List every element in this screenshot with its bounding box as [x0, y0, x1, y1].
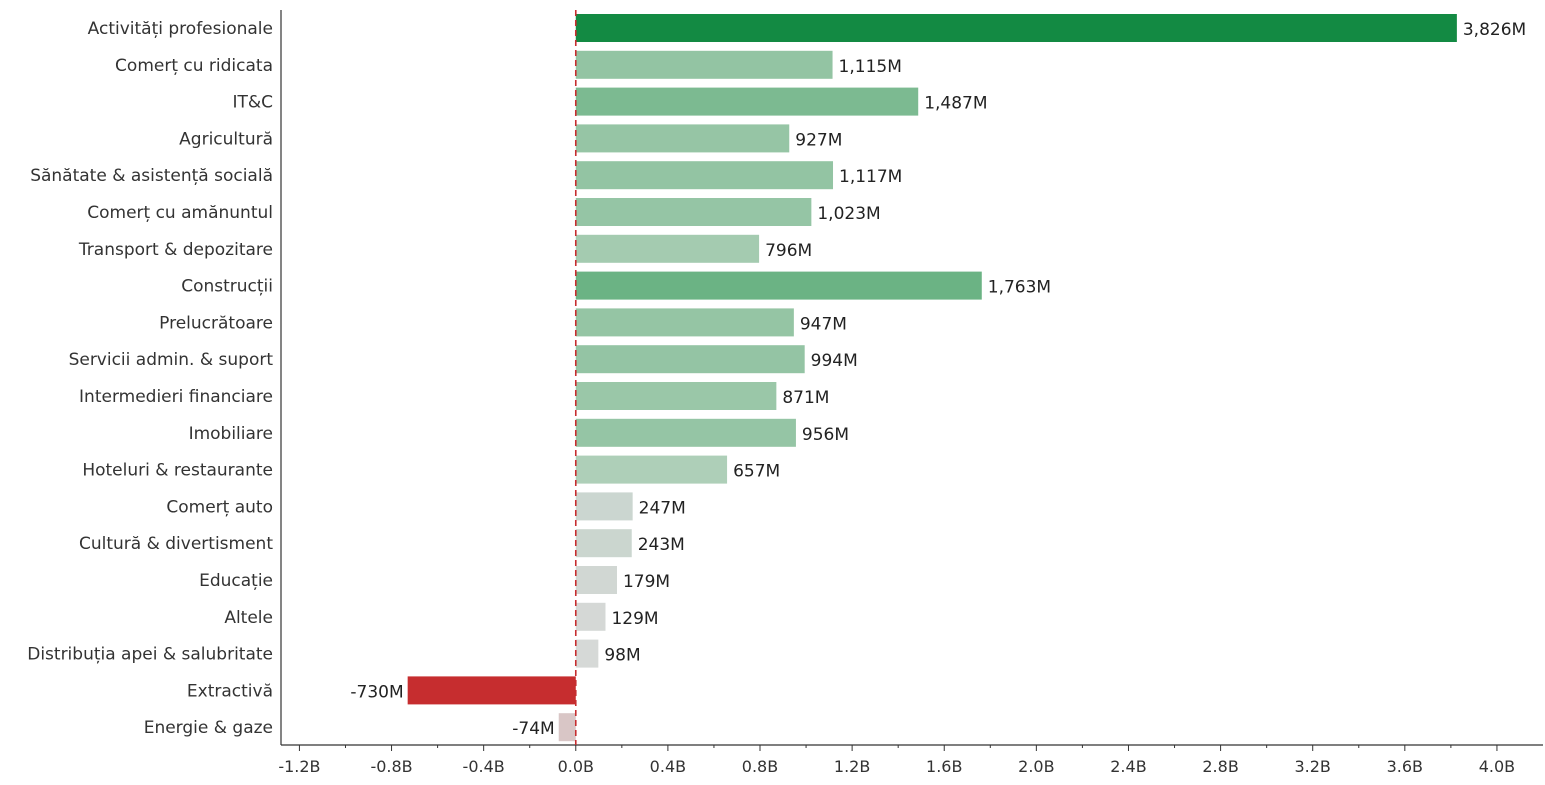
value-label: 947M — [800, 314, 847, 334]
category-label: Cultură & divertisment — [79, 534, 273, 554]
category-label: Energie & gaze — [144, 718, 273, 738]
x-tick-label: 0.4B — [650, 757, 686, 776]
bar — [575, 529, 632, 558]
x-tick-label: 1.2B — [834, 757, 870, 776]
category-label: Comerț auto — [166, 497, 273, 517]
value-label: 927M — [795, 130, 842, 150]
bar — [575, 382, 777, 410]
category-label: Comerț cu ridicata — [115, 56, 273, 76]
category-label: Extractivă — [187, 681, 273, 701]
bar — [575, 198, 812, 226]
value-label: 3,826M — [1463, 20, 1526, 40]
value-label: 956M — [802, 425, 849, 445]
bar — [575, 124, 790, 153]
value-label: -730M — [350, 682, 403, 702]
value-label: 1,023M — [817, 204, 880, 224]
bar — [575, 161, 834, 190]
bar — [407, 676, 576, 705]
x-tick-label: -0.8B — [370, 757, 412, 776]
x-tick-label: 0.0B — [558, 757, 594, 776]
x-tick-label: -0.4B — [463, 757, 505, 776]
category-label: Comerț cu amănuntul — [87, 203, 273, 223]
x-tick-label: 2.0B — [1018, 757, 1054, 776]
value-label: 1,487M — [924, 94, 987, 114]
x-tick-label: 0.8B — [742, 757, 778, 776]
value-label: 796M — [765, 241, 812, 261]
category-labels: Activități profesionale Comerț cu ridicat… — [27, 19, 273, 738]
value-label: 1,117M — [839, 167, 902, 187]
category-label: Agricultură — [179, 129, 273, 149]
value-label: 98M — [604, 646, 640, 666]
x-tick-label: 2.4B — [1110, 757, 1146, 776]
x-axis-ticks: -1.2B -0.8B -0.4B 0.0B 0.4B 0.8B 1.2B 1.6B 2.0B 2… — [278, 745, 1515, 776]
value-label: 129M — [611, 609, 658, 629]
category-label: Altele — [224, 608, 273, 628]
value-label: 871M — [782, 388, 829, 408]
bar — [575, 492, 633, 521]
x-tick-label: 3.6B — [1387, 757, 1423, 776]
category-label: Servicii admin. & suport — [69, 350, 274, 370]
value-label: 179M — [623, 572, 670, 592]
category-label: Distribuția apei & salubritate — [27, 645, 273, 665]
x-tick-label: -1.2B — [278, 757, 320, 776]
x-tick-label: 2.8B — [1202, 757, 1238, 776]
category-label: Transport & depozitare — [78, 240, 273, 260]
x-tick-label: 1.6B — [926, 757, 962, 776]
bar — [575, 50, 833, 79]
bar — [575, 345, 805, 374]
bar — [575, 14, 1457, 42]
bar — [575, 639, 599, 668]
value-label: -74M — [512, 719, 554, 739]
x-tick-label: 3.2B — [1294, 757, 1330, 776]
bar — [575, 234, 760, 263]
bar — [575, 602, 606, 631]
value-label: 1,763M — [988, 278, 1051, 298]
category-label: Construcții — [181, 277, 273, 297]
category-label: Intermedieri financiare — [79, 387, 273, 407]
bar — [575, 87, 919, 116]
value-label: 657M — [733, 462, 780, 482]
bar — [558, 713, 576, 742]
category-label: Educație — [199, 571, 273, 591]
chart-bars — [407, 14, 1457, 742]
value-label: 994M — [811, 351, 858, 371]
bar — [575, 455, 728, 484]
x-tick-label: 4.0B — [1479, 757, 1515, 776]
bar — [575, 308, 794, 337]
category-label: IT&C — [232, 93, 273, 113]
category-label: Hoteluri & restaurante — [82, 461, 273, 481]
bar — [575, 418, 796, 447]
value-label: 247M — [639, 498, 686, 518]
category-label: Sănătate & asistență socială — [30, 166, 273, 186]
bar — [575, 566, 617, 594]
value-label: 1,115M — [839, 57, 902, 77]
category-label: Imobiliare — [189, 424, 273, 444]
value-label: 243M — [638, 535, 685, 555]
chart-axes — [280, 10, 1543, 746]
category-label: Activități profesionale — [88, 19, 273, 39]
category-label: Prelucrătoare — [159, 313, 273, 333]
bar — [575, 271, 982, 300]
